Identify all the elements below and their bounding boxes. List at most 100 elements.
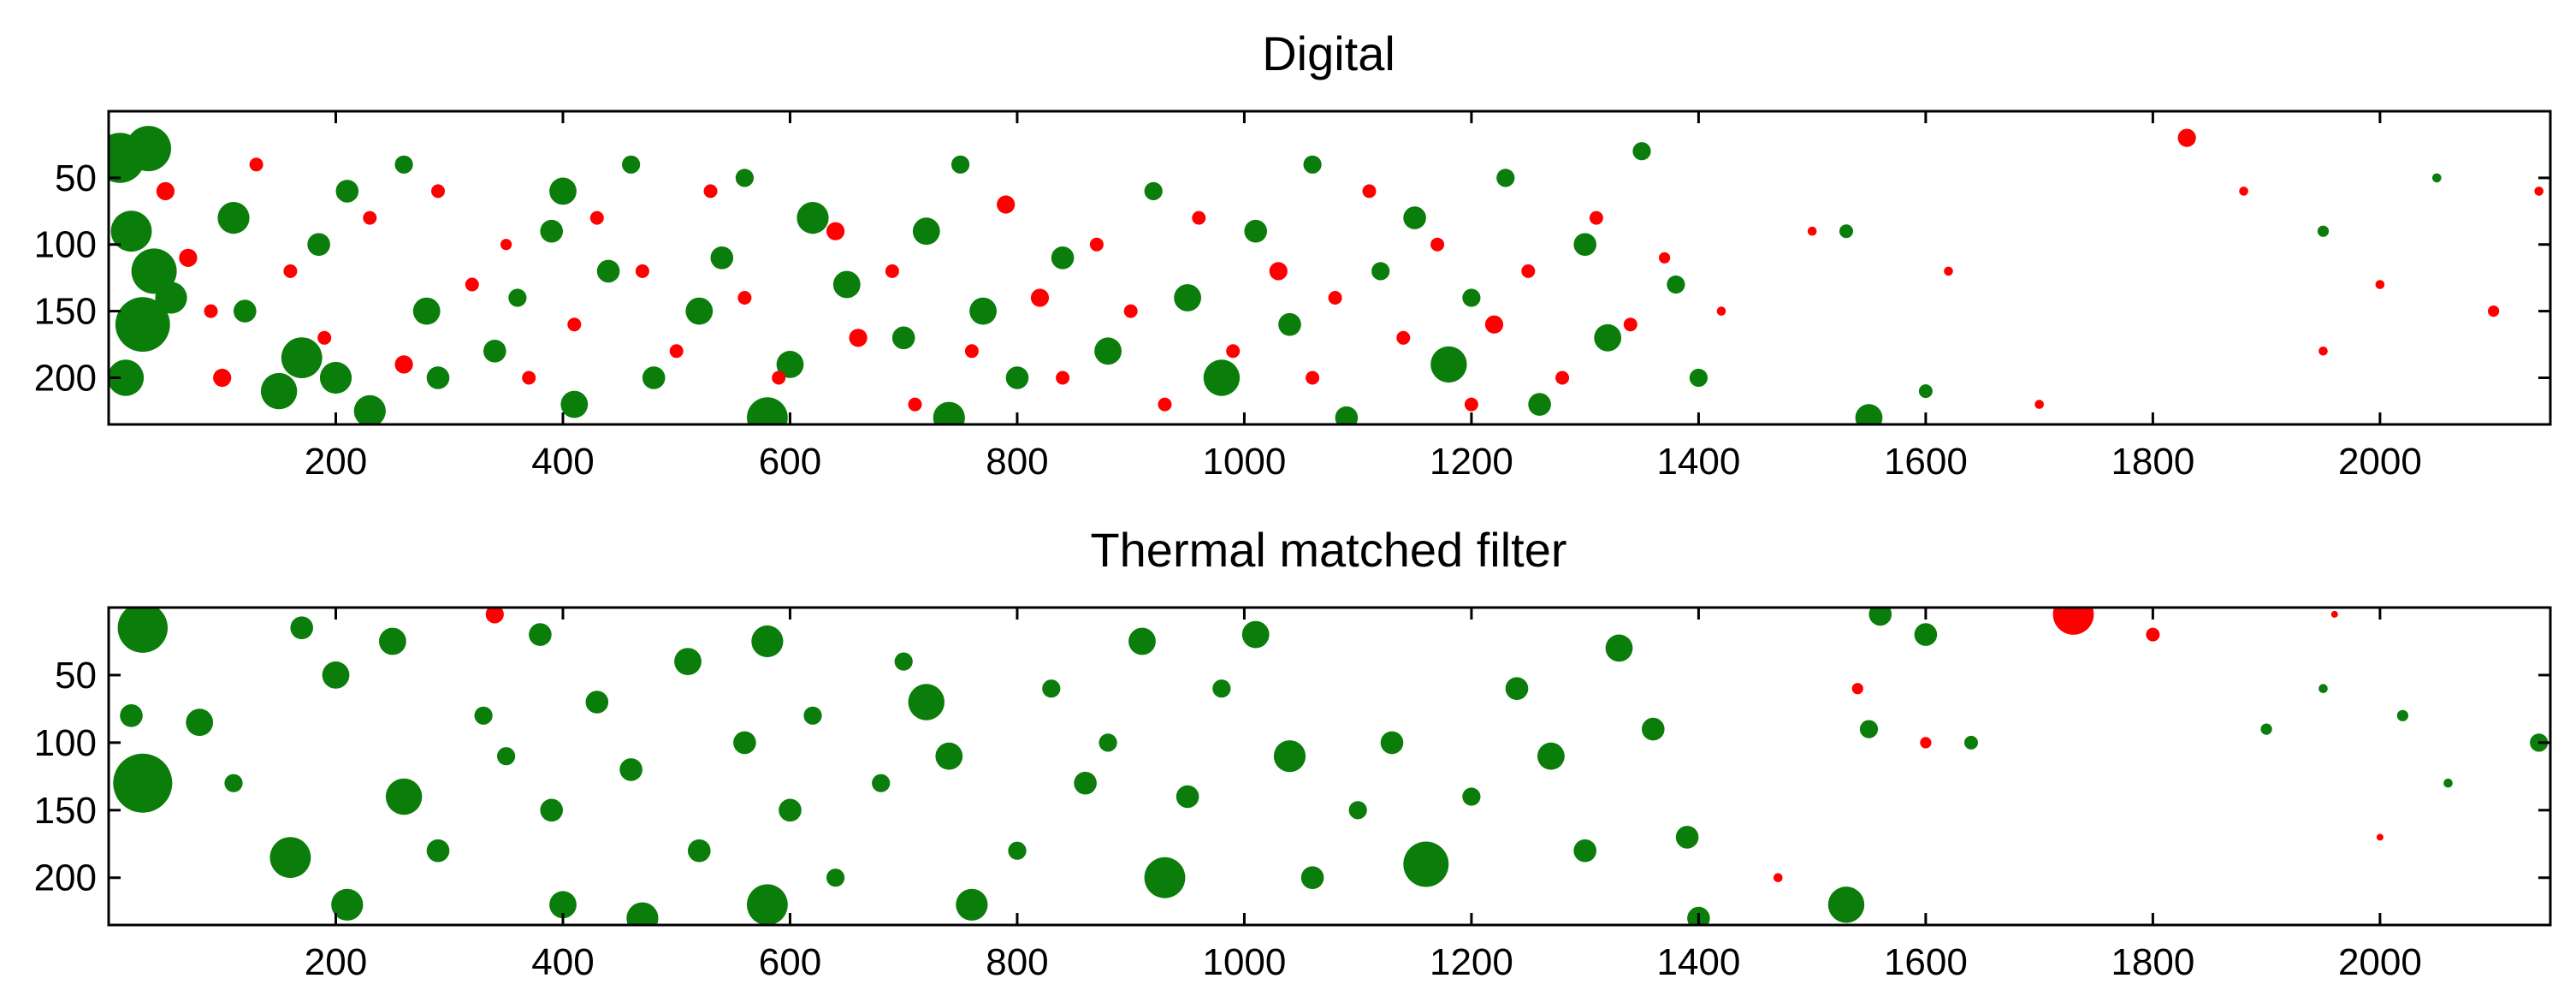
x-tick-label: 1800 [2111, 941, 2194, 983]
green-blob [747, 397, 788, 424]
green-blob [1868, 608, 1892, 626]
red-blob [2375, 280, 2385, 289]
green-blob [2396, 709, 2408, 721]
green-blob [1380, 731, 1404, 755]
green-blob [120, 704, 143, 727]
y-tick-label: 150 [34, 291, 97, 333]
red-blob [1555, 371, 1570, 385]
green-blob [1241, 620, 1270, 649]
red-blob [1464, 397, 1478, 412]
green-blob [796, 202, 829, 234]
red-blob [703, 184, 718, 199]
green-blob [224, 774, 243, 792]
green-blob [642, 366, 666, 389]
x-tick-label: 1200 [1430, 941, 1513, 983]
red-blob [1944, 266, 1953, 276]
green-blob [832, 270, 861, 299]
green-blob [2260, 723, 2272, 735]
red-blob [908, 397, 922, 412]
red-blob [500, 239, 512, 251]
red-blob [179, 248, 198, 267]
green-blob [1042, 679, 1061, 698]
y-tick-label: 50 [55, 655, 97, 697]
red-blob [1589, 210, 1603, 225]
green-blob [674, 648, 702, 675]
green-blob [1632, 142, 1651, 161]
green-blob [935, 742, 963, 770]
green-blob [1212, 679, 1231, 698]
green-blob [894, 652, 913, 671]
green-blob [751, 625, 784, 658]
red-blob [2146, 627, 2160, 642]
x-tick-label: 1000 [1202, 941, 1286, 983]
green-blob [1273, 740, 1306, 773]
y-tick-label: 150 [34, 790, 97, 832]
digital-panel: Digital 200 400 600 800 1000 1200 1400 1600 1800… [34, 27, 2552, 483]
x-tick-label: 1800 [2111, 441, 2194, 483]
red-blob [1192, 210, 1206, 225]
red-blob [1716, 306, 1726, 316]
green-blob [540, 798, 563, 822]
x-tick-label: 400 [531, 941, 594, 983]
panel-title: Thermal matched filter [1090, 523, 1566, 577]
red-blob [363, 210, 377, 225]
green-blob [1303, 155, 1322, 174]
red-blob [1362, 184, 1377, 199]
x-tick-label: 200 [305, 441, 367, 483]
red-blob [1774, 873, 1783, 882]
green-blob [826, 869, 845, 887]
green-blob [508, 288, 527, 307]
green-blob [2318, 684, 2328, 693]
red-blob [589, 210, 604, 225]
red-blob [465, 277, 479, 292]
red-blob [1521, 264, 1536, 278]
green-blob [426, 366, 450, 389]
digital-marks [109, 126, 2543, 424]
green-blob [969, 297, 997, 325]
red-blob [1158, 397, 1172, 412]
green-blob [622, 155, 641, 174]
green-blob [1335, 406, 1359, 424]
green-blob [685, 297, 714, 325]
thermal-matched-filter-panel: Thermal matched filter 200 400 600 800 1000 1… [34, 523, 2552, 983]
red-blob [1807, 226, 1817, 236]
green-blob [1074, 771, 1097, 795]
green-blob [281, 337, 323, 378]
green-blob [335, 180, 359, 203]
x-tick-label: 1600 [1884, 941, 1968, 983]
red-blob [2034, 400, 2044, 409]
red-blob [1226, 344, 1241, 359]
green-blob [1430, 346, 1467, 383]
plot-frame [107, 110, 2552, 426]
green-blob [540, 219, 563, 243]
red-blob [997, 195, 1016, 214]
green-blob [1099, 733, 1117, 752]
red-blob [394, 355, 413, 374]
green-blob [912, 217, 940, 246]
green-blob [117, 608, 168, 653]
digital-ticks: 200 400 600 800 1000 1200 1400 1600 1800 2000 50 10… [34, 111, 2550, 483]
green-blob [126, 126, 171, 172]
y-tick-label: 100 [34, 722, 97, 764]
green-blob [234, 299, 257, 323]
red-blob [1659, 252, 1671, 264]
green-blob [747, 884, 788, 925]
green-blob [1855, 404, 1883, 424]
green-blob [1964, 735, 1978, 750]
green-blob [1605, 634, 1633, 662]
red-blob [826, 222, 845, 240]
red-blob [2239, 187, 2248, 196]
green-blob [290, 616, 314, 639]
green-blob [560, 390, 589, 418]
red-blob [1328, 291, 1342, 305]
red-blob [2488, 305, 2500, 317]
green-blob [319, 361, 352, 394]
green-blob [1371, 262, 1390, 281]
green-blob [115, 297, 170, 353]
green-blob [412, 297, 441, 325]
red-blob [1306, 371, 1320, 385]
green-blob [394, 155, 413, 174]
green-blob [217, 202, 250, 234]
green-blob [1203, 359, 1241, 396]
